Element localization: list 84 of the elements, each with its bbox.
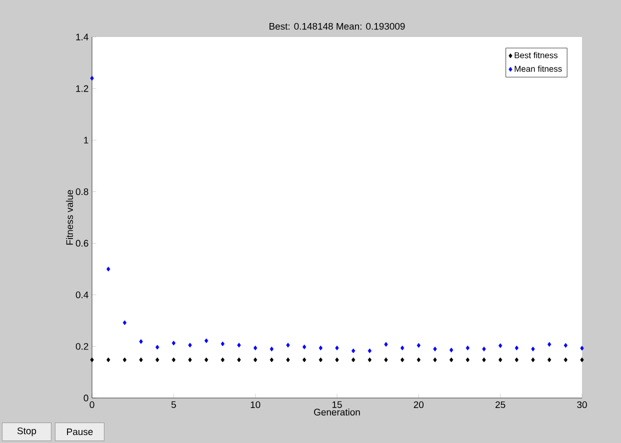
point — [482, 346, 486, 352]
point — [498, 343, 502, 348]
point — [172, 340, 176, 346]
point — [270, 357, 274, 362]
point — [580, 346, 584, 351]
point — [155, 357, 160, 362]
point — [220, 357, 225, 362]
point — [204, 338, 208, 344]
point — [188, 342, 192, 348]
point — [204, 357, 208, 362]
y-tick-label: 0.6 — [76, 240, 88, 247]
point — [384, 357, 388, 362]
point — [482, 357, 486, 362]
point — [286, 357, 290, 362]
point — [531, 357, 535, 362]
point — [514, 346, 519, 350]
point — [547, 342, 552, 347]
x-tick-label: 25 — [496, 401, 506, 408]
text: Pause — [67, 428, 93, 436]
point — [400, 346, 404, 350]
point — [547, 357, 552, 362]
point — [351, 357, 356, 362]
y-axis-title: Fitness value — [66, 190, 73, 245]
point — [514, 357, 519, 362]
point — [335, 357, 339, 362]
point — [466, 346, 470, 350]
x-axis-title: Generation — [314, 408, 360, 416]
point — [302, 357, 306, 362]
point — [237, 357, 241, 362]
point — [122, 320, 127, 326]
legend-label: Best fitness — [514, 52, 558, 58]
point — [449, 357, 454, 362]
point — [106, 266, 110, 272]
point — [318, 346, 323, 350]
x-tick-label: 30 — [577, 401, 587, 408]
point — [498, 357, 502, 362]
point — [433, 357, 437, 362]
point — [384, 342, 388, 347]
y-tick-label: 1.4 — [76, 34, 88, 40]
x-tick-label: 10 — [250, 401, 260, 408]
point — [286, 342, 290, 348]
point — [253, 346, 258, 350]
point — [466, 357, 470, 362]
point — [368, 357, 372, 362]
text: Stop — [17, 428, 36, 436]
point — [220, 341, 225, 346]
point — [351, 348, 356, 354]
y-tick-label: 0.4 — [76, 292, 88, 298]
point — [449, 348, 454, 352]
point — [90, 357, 94, 362]
point — [302, 344, 306, 350]
point — [564, 357, 568, 362]
x-tick-label: 5 — [171, 401, 176, 408]
point — [580, 357, 584, 362]
point — [270, 346, 274, 352]
point — [531, 346, 535, 352]
x-tick-label: 20 — [414, 401, 424, 408]
point — [433, 346, 437, 352]
point — [172, 357, 176, 362]
y-tick-label: 1.2 — [76, 85, 88, 92]
y-tick-label: 0.8 — [76, 188, 88, 196]
point — [400, 357, 404, 362]
y-tick-label: 1 — [84, 136, 88, 144]
point — [564, 342, 568, 348]
point — [237, 342, 241, 348]
legend-label: Mean fitness — [514, 66, 562, 72]
point — [139, 357, 143, 362]
point — [188, 357, 192, 362]
x-tick-label: 0 — [90, 401, 94, 408]
chart-title: Best: 0.148148 Mean: 0.193009 — [270, 22, 405, 30]
point — [139, 339, 143, 344]
point — [416, 357, 421, 362]
point — [368, 348, 372, 354]
point — [416, 342, 421, 348]
x-tick-label: 15 — [332, 401, 342, 408]
point — [318, 357, 323, 362]
y-tick-label: 0.2 — [76, 343, 88, 350]
point — [155, 344, 160, 350]
y-tick-label: 0 — [84, 394, 88, 402]
point — [122, 357, 127, 362]
point — [106, 357, 110, 362]
point — [253, 357, 258, 362]
point — [335, 346, 339, 350]
point — [90, 76, 94, 81]
